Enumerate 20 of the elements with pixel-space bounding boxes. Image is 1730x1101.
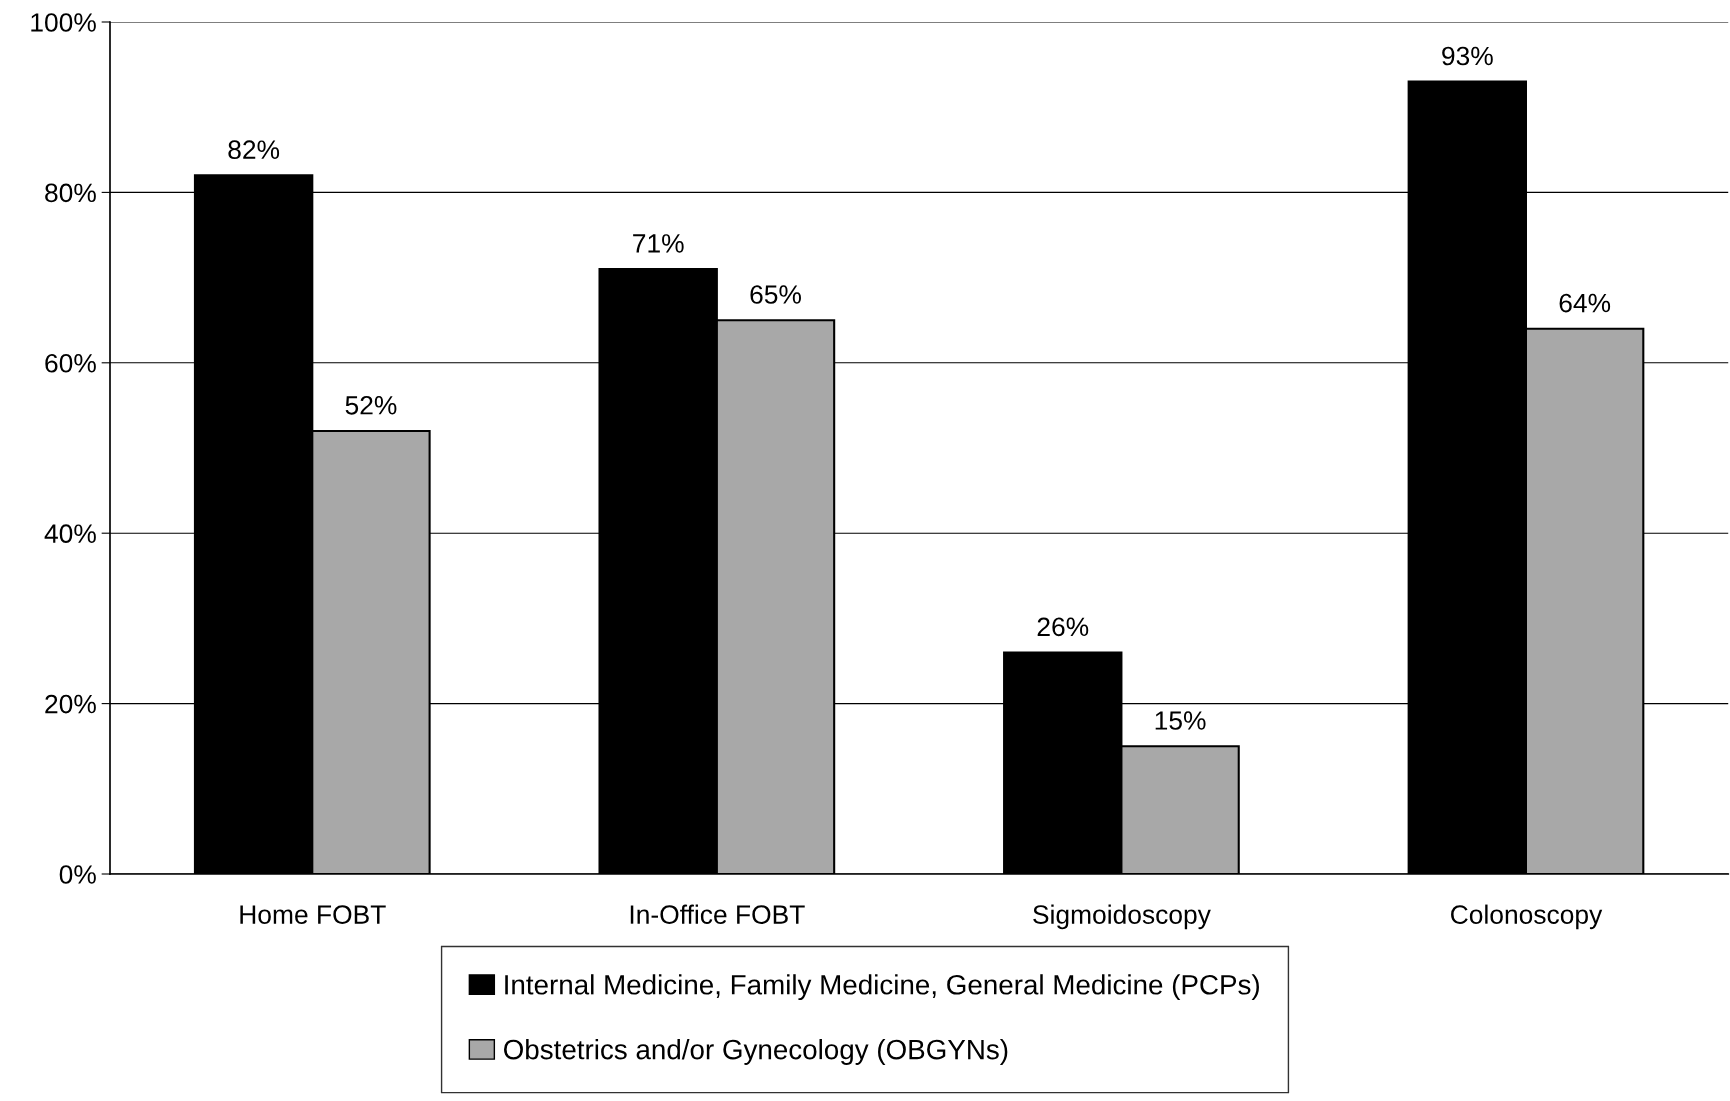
- x-tick-label: In-Office FOBT: [630, 904, 805, 924]
- data-label: 52%: [345, 395, 397, 415]
- y-tick-label: 100%: [31, 13, 96, 32]
- data-label: 65%: [750, 285, 801, 304]
- data-label: 26%: [1037, 617, 1089, 637]
- data-label: 15%: [1155, 711, 1206, 730]
- data-label: 64%: [1559, 293, 1611, 313]
- data-label: 93%: [1442, 46, 1493, 66]
- y-tick-label: 0%: [59, 865, 96, 884]
- legend-label: Internal Medicine, Family Medicine, General Medicine (PCPs): [505, 974, 1259, 1001]
- data-label: 82%: [228, 140, 280, 160]
- data-label: 71%: [633, 234, 684, 253]
- x-tick-label: Colonoscopy: [1451, 904, 1603, 930]
- legend-label: Obstetrics and/or Gynecology (OBGYNs): [504, 1038, 1008, 1065]
- x-tick-label: Sigmoidoscopy: [1033, 904, 1211, 930]
- y-tick-label: 20%: [45, 694, 96, 714]
- y-tick-label: 80%: [45, 183, 96, 203]
- y-tick-label: 60%: [45, 353, 96, 373]
- y-tick-label: 40%: [44, 524, 96, 544]
- x-tick-label: Home FOBT: [240, 905, 386, 924]
